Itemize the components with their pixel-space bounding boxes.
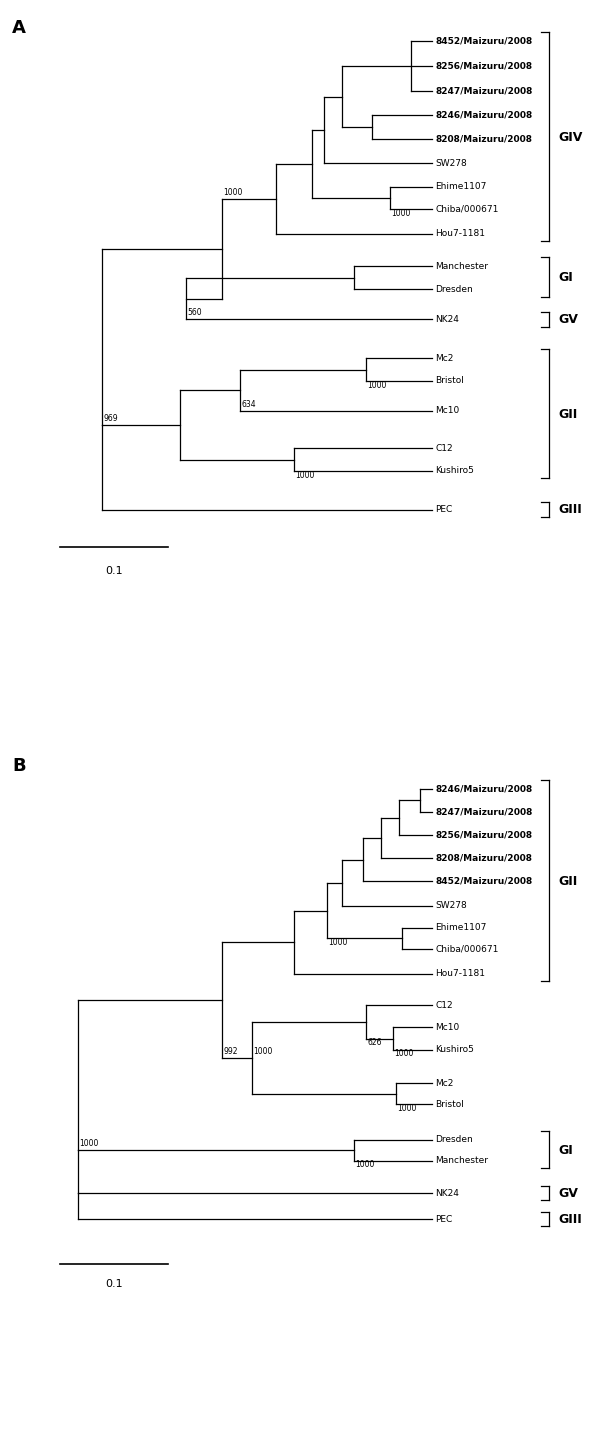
Text: 8246/Maizuru/2008: 8246/Maizuru/2008 [435, 111, 532, 119]
Text: GIII: GIII [558, 1213, 582, 1226]
Text: GI: GI [558, 1144, 573, 1156]
Text: C12: C12 [435, 444, 452, 453]
Text: 626: 626 [367, 1038, 382, 1047]
Text: Dresden: Dresden [435, 1136, 473, 1144]
Text: 1000: 1000 [355, 1160, 374, 1169]
Text: 1000: 1000 [397, 1104, 416, 1112]
Text: Hou7-1181: Hou7-1181 [435, 230, 485, 239]
Text: GI: GI [558, 271, 573, 284]
Text: GV: GV [558, 1187, 578, 1200]
Text: 8256/Maizuru/2008: 8256/Maizuru/2008 [435, 831, 532, 840]
Text: 560: 560 [187, 309, 202, 317]
Text: 0.1: 0.1 [105, 566, 123, 577]
Text: Mc2: Mc2 [435, 1079, 454, 1088]
Text: B: B [12, 757, 26, 775]
Text: Chiba/000671: Chiba/000671 [435, 945, 499, 954]
Text: 969: 969 [103, 414, 118, 422]
Text: Bristol: Bristol [435, 377, 464, 386]
Text: NK24: NK24 [435, 1188, 459, 1198]
Text: A: A [12, 19, 26, 36]
Text: 1000: 1000 [394, 1050, 413, 1059]
Text: Ehime1107: Ehime1107 [435, 182, 487, 191]
Text: 8246/Maizuru/2008: 8246/Maizuru/2008 [435, 785, 532, 794]
Text: Chiba/000671: Chiba/000671 [435, 205, 499, 214]
Text: 1000: 1000 [295, 470, 314, 480]
Text: Mc10: Mc10 [435, 406, 459, 415]
Text: Kushiro5: Kushiro5 [435, 1045, 474, 1054]
Text: Dresden: Dresden [435, 285, 473, 294]
Text: Hou7-1181: Hou7-1181 [435, 970, 485, 978]
Text: Manchester: Manchester [435, 262, 488, 271]
Text: SW278: SW278 [435, 901, 467, 910]
Text: 8452/Maizuru/2008: 8452/Maizuru/2008 [435, 877, 532, 885]
Text: 1000: 1000 [79, 1139, 98, 1149]
Text: 1000: 1000 [391, 210, 410, 218]
Text: SW278: SW278 [435, 159, 467, 167]
Text: 634: 634 [241, 399, 256, 409]
Text: Kushiro5: Kushiro5 [435, 466, 474, 476]
Text: 0.1: 0.1 [105, 1280, 123, 1290]
Text: C12: C12 [435, 1000, 452, 1010]
Text: GIII: GIII [558, 504, 582, 517]
Text: 1000: 1000 [253, 1047, 272, 1056]
Text: Bristol: Bristol [435, 1099, 464, 1109]
Text: GIV: GIV [558, 131, 583, 144]
Text: 1000: 1000 [223, 188, 242, 197]
Text: GV: GV [558, 313, 578, 326]
Text: GII: GII [558, 408, 577, 421]
Text: 1000: 1000 [367, 381, 386, 390]
Text: NK24: NK24 [435, 314, 459, 323]
Text: Ehime1107: Ehime1107 [435, 923, 487, 932]
Text: PEC: PEC [435, 1214, 452, 1224]
Text: 8247/Maizuru/2008: 8247/Maizuru/2008 [435, 808, 532, 817]
Text: 8256/Maizuru/2008: 8256/Maizuru/2008 [435, 61, 532, 70]
Text: 8208/Maizuru/2008: 8208/Maizuru/2008 [435, 853, 532, 862]
Text: 992: 992 [223, 1047, 238, 1056]
Text: 8208/Maizuru/2008: 8208/Maizuru/2008 [435, 135, 532, 144]
Text: Mc10: Mc10 [435, 1024, 459, 1032]
Text: Manchester: Manchester [435, 1156, 488, 1165]
Text: GII: GII [558, 875, 577, 888]
Text: 8452/Maizuru/2008: 8452/Maizuru/2008 [435, 36, 532, 45]
Text: PEC: PEC [435, 505, 452, 514]
Text: Mc2: Mc2 [435, 354, 454, 363]
Text: 1000: 1000 [328, 938, 347, 946]
Text: 8247/Maizuru/2008: 8247/Maizuru/2008 [435, 86, 532, 95]
